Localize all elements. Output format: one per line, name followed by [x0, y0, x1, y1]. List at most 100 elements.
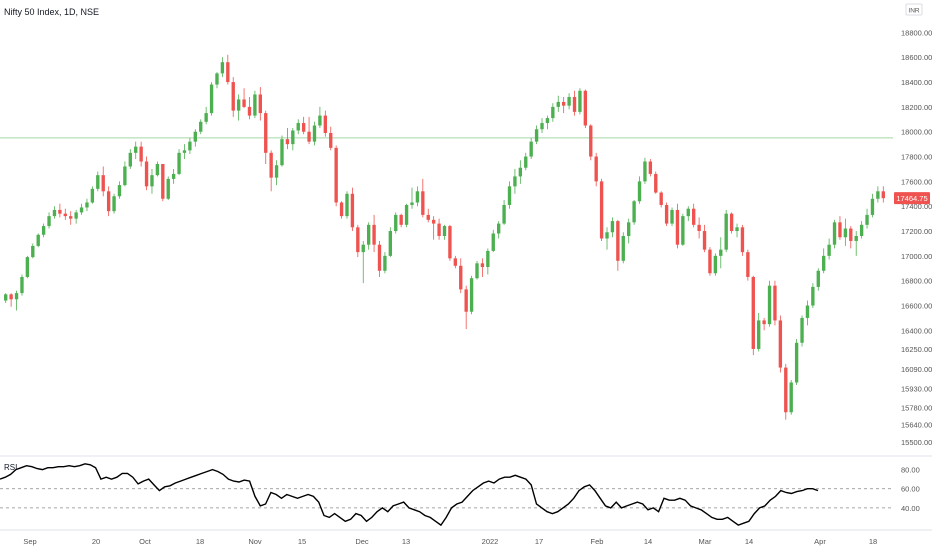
candle-body	[773, 285, 777, 321]
candle-body	[762, 320, 766, 325]
candle-body	[209, 84, 214, 114]
candle-body	[404, 204, 409, 225]
candle-body	[589, 125, 593, 157]
candle-body	[724, 213, 728, 250]
candle-body	[274, 165, 279, 178]
candle	[204, 106, 208, 125]
candle-body	[41, 226, 46, 235]
x-axis-tick-label: Nov	[248, 537, 262, 546]
candle-body	[14, 293, 19, 300]
candle-body	[621, 236, 625, 261]
candle-body	[692, 208, 696, 225]
candle-body	[4, 294, 8, 301]
candle	[464, 285, 468, 330]
candle-body	[670, 209, 674, 224]
candle	[345, 191, 349, 219]
candle	[448, 224, 452, 261]
candle	[193, 129, 197, 147]
x-axis-tick-label: Sep	[23, 537, 36, 546]
candle-body	[572, 96, 577, 112]
candle	[599, 178, 604, 241]
candle	[388, 227, 393, 258]
candle	[372, 214, 376, 253]
y-axis-tick-label: 17400.00	[901, 202, 932, 211]
candle	[729, 212, 734, 234]
candle	[827, 238, 831, 260]
candle-body	[556, 101, 560, 107]
candle-body	[448, 226, 452, 259]
candle	[735, 223, 739, 238]
candle-body	[399, 214, 403, 225]
candle-body	[366, 224, 371, 245]
candle-body	[177, 152, 181, 174]
candle	[556, 95, 560, 112]
candle-body	[578, 90, 582, 112]
candle	[366, 222, 371, 250]
y-axis-tick-label: 17000.00	[901, 252, 932, 261]
candle-body	[491, 233, 495, 251]
candle-body	[52, 209, 57, 217]
candle-body	[551, 106, 555, 119]
candle-body	[594, 156, 598, 182]
candle-body	[74, 212, 78, 219]
candle-body	[859, 224, 864, 236]
candle-body	[323, 115, 328, 133]
candle	[773, 280, 777, 326]
candle	[242, 88, 246, 109]
candle	[25, 255, 30, 279]
candle-body	[778, 320, 783, 368]
candle	[518, 160, 523, 184]
candle-body	[729, 213, 734, 232]
candle-body	[356, 227, 360, 253]
candle	[31, 243, 35, 259]
candle-body	[394, 214, 398, 232]
candle-body	[139, 146, 143, 162]
candle	[681, 213, 685, 246]
candle-body	[659, 192, 663, 205]
candle-body	[242, 99, 246, 107]
candle-body	[648, 161, 653, 174]
candle	[399, 213, 403, 228]
candle	[491, 229, 495, 253]
candle	[274, 160, 279, 186]
candle-body	[20, 276, 24, 294]
candle-body	[339, 202, 344, 217]
candle-body	[702, 231, 707, 250]
candle	[101, 166, 105, 197]
candle	[356, 224, 360, 258]
candle-body	[480, 263, 485, 268]
candle	[134, 141, 138, 160]
candle-body	[708, 249, 712, 274]
candle-body	[258, 94, 262, 114]
candle-body	[377, 244, 382, 271]
candle-body	[112, 196, 116, 212]
candle	[567, 93, 571, 110]
candle-body	[822, 255, 826, 271]
candle-body	[383, 255, 387, 271]
candle	[794, 339, 799, 385]
candle-body	[719, 249, 723, 256]
candle	[670, 207, 674, 227]
candle	[106, 186, 111, 217]
candle-body	[496, 223, 501, 234]
candle-body	[372, 224, 376, 245]
candle	[285, 128, 290, 150]
candle	[719, 237, 723, 269]
candle-body	[58, 209, 62, 214]
candle	[74, 209, 78, 224]
candle-body	[47, 216, 51, 227]
x-axis-tick-label: Oct	[139, 537, 152, 546]
candle-body	[616, 221, 620, 261]
candle-body	[686, 208, 690, 217]
candle	[675, 203, 680, 249]
candle-body	[811, 286, 815, 306]
candle	[578, 88, 582, 115]
candle	[139, 141, 143, 167]
candle	[632, 200, 636, 225]
candle	[350, 187, 355, 232]
candle	[708, 247, 712, 276]
x-axis-tick-label: 13	[402, 537, 410, 546]
x-axis-tick-label: 2022	[482, 537, 499, 546]
candle	[849, 226, 853, 249]
